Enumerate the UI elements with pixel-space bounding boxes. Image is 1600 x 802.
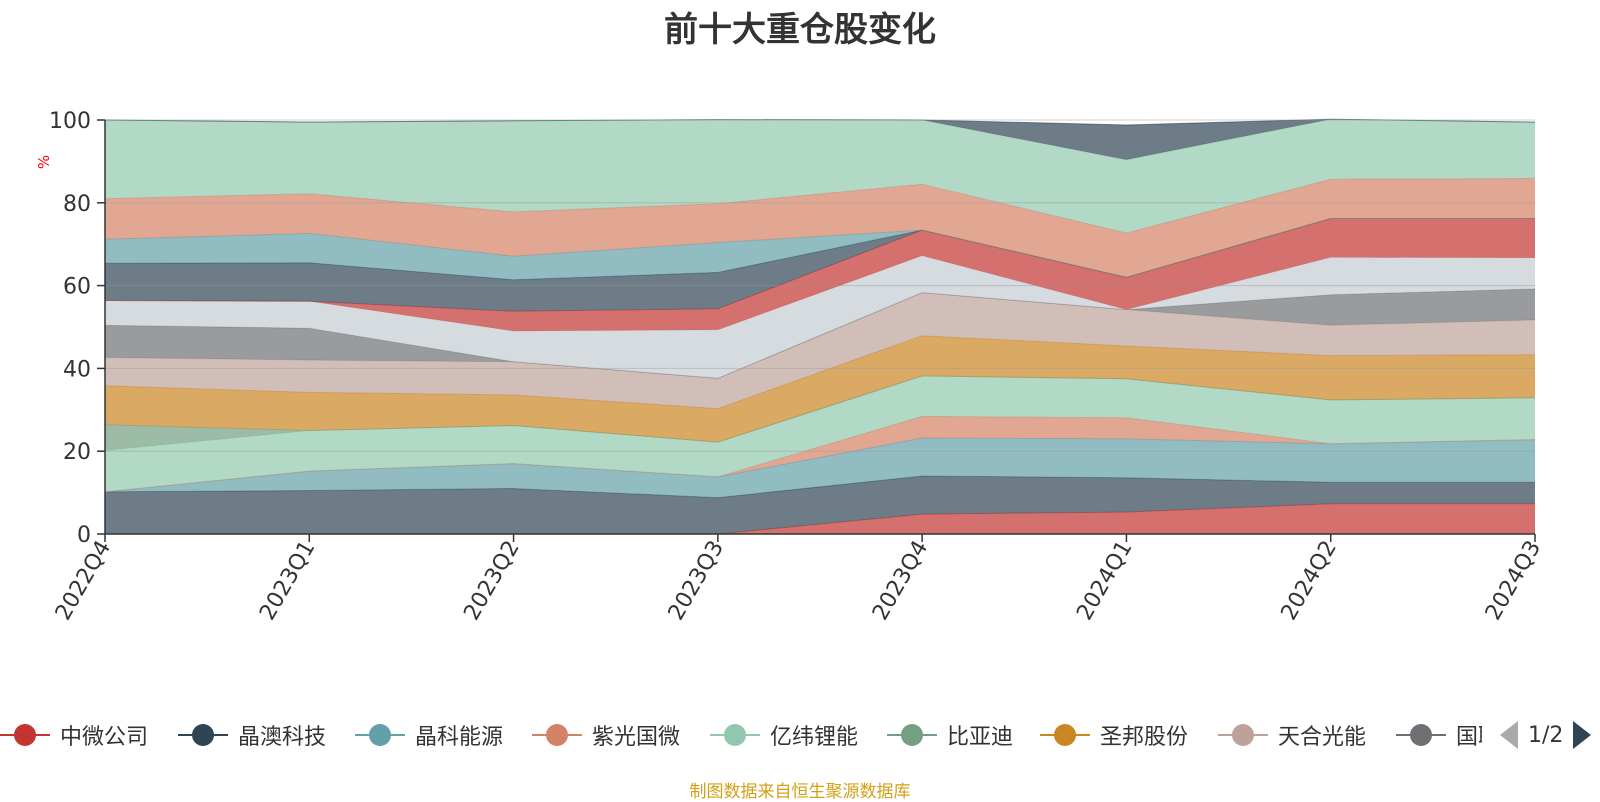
legend-label: 国联股份 [1456, 725, 1482, 750]
x-tick-label: 2023Q1 [255, 537, 320, 625]
legend-marker-icon [532, 721, 582, 749]
legend-marker-icon [887, 721, 937, 749]
area-series-12[interactable] [105, 218, 1535, 312]
legend-marker-icon [1040, 721, 1090, 749]
area-series-14[interactable] [105, 178, 1535, 278]
legend-label: 中微公司 [60, 725, 149, 750]
legend-item[interactable]: 比亚迪 [887, 715, 1013, 755]
y-axis-label: % [35, 155, 53, 169]
y-tick-label: 100 [49, 109, 91, 134]
source-note: 制图数据来自恒生聚源数据库 [689, 782, 911, 802]
x-tick-label: 2022Q4 [51, 537, 116, 625]
area-series-9[interactable] [105, 288, 1535, 379]
legend-item[interactable]: 中微公司 [0, 715, 148, 755]
y-tick-label: 20 [63, 440, 91, 465]
y-tick-label: 0 [77, 523, 91, 548]
line-series-9 [104, 288, 1536, 379]
x-tick-label: 2023Q3 [664, 537, 729, 625]
legend-marker-icon [710, 721, 760, 749]
y-tick-label: 40 [63, 357, 91, 382]
legend-prev-page-button[interactable] [1500, 721, 1518, 749]
legend-item[interactable]: 圣邦股份 [1040, 715, 1188, 755]
legend-label: 圣邦股份 [1100, 725, 1189, 750]
legend-item[interactable]: 紫光国微 [532, 715, 680, 755]
legend-item[interactable]: 晶科能源 [355, 715, 503, 755]
grid-lines [105, 119, 1535, 452]
area-series-16[interactable] [105, 119, 1535, 160]
legend-marker-icon [0, 721, 50, 749]
series-areas [104, 118, 1536, 535]
area-series-15[interactable] [105, 119, 1535, 233]
area-series-1[interactable] [105, 503, 1535, 534]
area-series-10[interactable] [105, 255, 1535, 379]
legend-item[interactable]: 天合光能 [1218, 715, 1366, 755]
legend-pager: 1/2 [1500, 715, 1592, 755]
legend-item[interactable]: 亿纬锂能 [710, 715, 858, 755]
legend-item[interactable]: 晶澳科技 [178, 715, 326, 755]
legend-label: 紫光国微 [592, 725, 681, 750]
legend-label: 晶澳科技 [238, 725, 327, 750]
legend-label: 比亚迪 [947, 725, 1014, 750]
line-series-16 [104, 118, 1536, 126]
area-series-2[interactable] [105, 476, 1535, 534]
legend-page-indicator: 1/2 [1528, 722, 1564, 748]
legend-marker-icon [1396, 721, 1446, 749]
area-series-8[interactable] [105, 292, 1535, 409]
area-series-5[interactable] [105, 375, 1535, 492]
legend-items: 中微公司 晶澳科技 晶科能源 紫光国微 亿纬锂能 比亚迪 圣邦股份 天合光能 国联股份 [0, 715, 1482, 755]
area-series-4[interactable] [105, 416, 1535, 492]
legend-label: 亿纬锂能 [770, 725, 859, 750]
y-tick-label: 80 [63, 192, 91, 217]
x-tick-label: 2023Q4 [868, 537, 933, 625]
area-series-7[interactable] [105, 335, 1535, 443]
legend-label: 晶科能源 [415, 725, 504, 750]
x-tick-label: 2024Q2 [1277, 537, 1342, 625]
legend-next-page-button[interactable] [1573, 721, 1592, 749]
legend-label: 天合光能 [1278, 725, 1367, 750]
area-series-13[interactable] [105, 218, 1535, 280]
legend-item[interactable]: 国联股份 [1396, 715, 1482, 755]
chart-title: 前十大重仓股变化 [664, 10, 936, 50]
legend-marker-icon [1218, 721, 1268, 749]
y-tick-label: 60 [63, 275, 91, 300]
area-series-3[interactable] [105, 438, 1535, 498]
legend: 中微公司 晶澳科技 晶科能源 紫光国微 亿纬锂能 比亚迪 圣邦股份 天合光能 国联股份 1/2 [0, 715, 1600, 755]
legend-marker-icon [355, 721, 405, 749]
area-series-11[interactable] [105, 218, 1535, 332]
x-tick-label: 2024Q3 [1481, 537, 1546, 625]
x-tick-label: 2024Q1 [1072, 537, 1137, 625]
x-tick-label: 2023Q2 [459, 537, 524, 625]
legend-marker-icon [178, 721, 228, 749]
